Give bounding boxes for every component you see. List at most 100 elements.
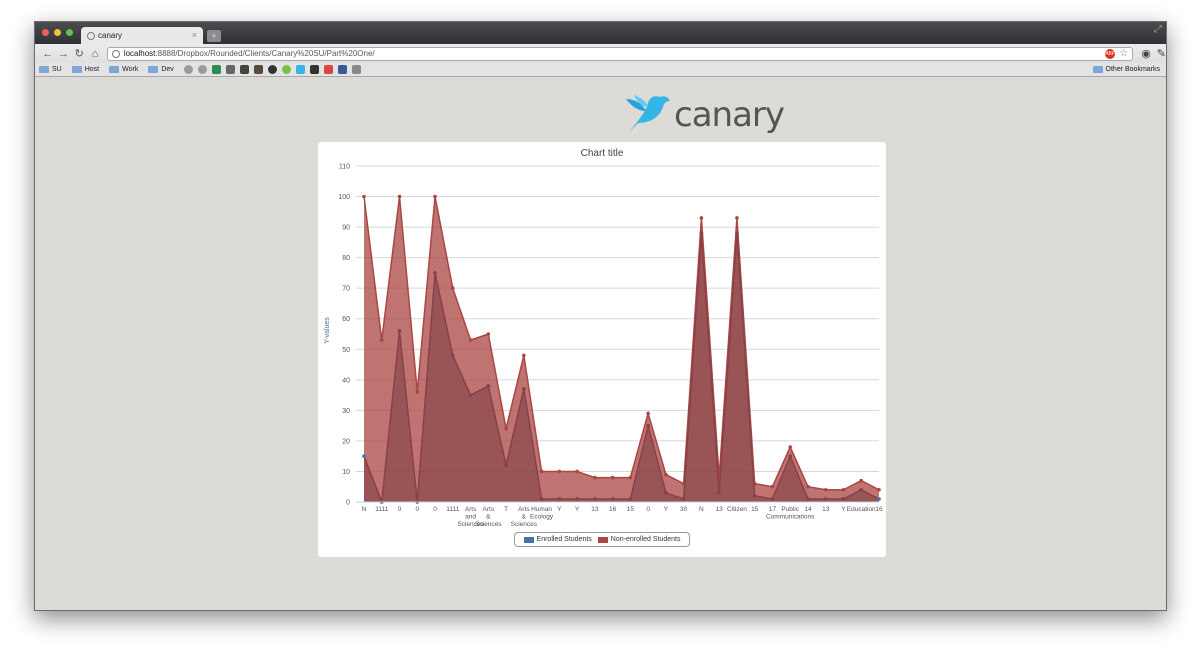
bookmark-site-icon[interactable] bbox=[267, 65, 277, 74]
x-tick-label: 0 bbox=[415, 506, 419, 513]
bookmark-site-icon[interactable] bbox=[225, 65, 235, 74]
bookmark-folder-su[interactable]: SU bbox=[39, 66, 62, 73]
x-tick-label: N bbox=[699, 506, 704, 513]
data-point bbox=[770, 497, 775, 501]
folder-icon bbox=[71, 66, 82, 73]
facebook-icon[interactable] bbox=[337, 65, 347, 74]
data-point bbox=[646, 423, 650, 428]
bookmark-site-icon[interactable] bbox=[309, 65, 319, 74]
legend-label: Non-enrolled Students bbox=[610, 536, 681, 543]
y-tick-label: 10 bbox=[342, 469, 350, 476]
data-point bbox=[628, 475, 633, 480]
series-line-non-enrolled bbox=[363, 196, 880, 491]
data-point bbox=[468, 338, 473, 342]
bookmark-globe-icon[interactable] bbox=[183, 65, 193, 74]
x-tick-label: 15 bbox=[751, 506, 759, 513]
data-point bbox=[770, 484, 775, 489]
x-tick-label: 0 bbox=[646, 506, 650, 513]
x-tick-label: T bbox=[504, 506, 508, 513]
legend-swatch bbox=[597, 536, 608, 543]
data-point bbox=[415, 390, 420, 394]
x-tick-label: 30 bbox=[680, 506, 688, 513]
address-bar[interactable]: localhost :8888/Dropbox/Rounded/Clients/… bbox=[106, 46, 1134, 61]
y-tick-label: 80 bbox=[342, 255, 350, 262]
data-point bbox=[557, 469, 562, 474]
data-point bbox=[735, 216, 739, 220]
x-tick-label: Arts & Sciences bbox=[511, 506, 538, 528]
bookmark-site-icon[interactable] bbox=[239, 65, 249, 74]
bookmark-site-icon[interactable] bbox=[351, 65, 361, 74]
legend-item-non-enrolled[interactable]: Non-enrolled Students bbox=[597, 536, 681, 543]
data-point bbox=[699, 216, 704, 220]
data-point bbox=[575, 469, 579, 474]
bookmark-site-icon[interactable] bbox=[281, 65, 291, 74]
gmail-icon[interactable] bbox=[323, 65, 333, 74]
bookmark-globe-icon[interactable] bbox=[197, 65, 207, 74]
home-icon[interactable]: ⌂ bbox=[91, 47, 99, 60]
y-tick-label: 90 bbox=[342, 225, 350, 232]
new-tab-button[interactable]: + bbox=[207, 30, 221, 42]
wrench-icon[interactable]: ✎ bbox=[1156, 48, 1167, 60]
data-point bbox=[788, 454, 793, 458]
legend-item-enrolled[interactable]: Enrolled Students bbox=[523, 536, 592, 543]
close-window-button[interactable] bbox=[42, 29, 49, 36]
tab-close-icon[interactable]: × bbox=[191, 30, 197, 40]
data-point bbox=[379, 338, 384, 342]
twitter-icon[interactable] bbox=[295, 65, 305, 74]
data-point bbox=[806, 484, 810, 489]
y-tick-label: 60 bbox=[342, 316, 350, 323]
other-bookmarks[interactable]: Other Bookmarks bbox=[1092, 66, 1160, 73]
y-tick-label: 20 bbox=[342, 438, 350, 445]
adblock-icon[interactable]: ABP bbox=[1105, 48, 1116, 59]
tab-favicon-icon bbox=[87, 31, 95, 40]
browser-tab[interactable]: canary × bbox=[81, 27, 203, 44]
data-point bbox=[362, 194, 366, 199]
y-tick-label: 110 bbox=[339, 164, 350, 171]
data-point bbox=[557, 497, 562, 501]
fullscreen-icon[interactable]: ⤢ bbox=[1154, 24, 1162, 35]
data-point bbox=[468, 393, 473, 397]
bookmark-site-icon[interactable] bbox=[253, 65, 263, 74]
chart-title: Chart title bbox=[580, 148, 624, 159]
bookmark-label: Dev bbox=[161, 66, 174, 73]
folder-icon bbox=[109, 66, 120, 73]
legend-swatch bbox=[523, 536, 534, 543]
x-tick-label: Arts and Sciences bbox=[457, 506, 484, 528]
data-point bbox=[450, 286, 455, 290]
bookmark-star-icon[interactable]: ☆ bbox=[1119, 47, 1129, 59]
canary-logo[interactable]: canary bbox=[626, 89, 796, 135]
bookmark-folder-dev[interactable]: Dev bbox=[148, 66, 174, 73]
bookmark-folder-work[interactable]: Work bbox=[109, 66, 138, 73]
extension-icon[interactable]: ◉ bbox=[1141, 48, 1151, 60]
x-tick-label: 0 bbox=[433, 506, 437, 513]
data-point bbox=[628, 497, 633, 501]
back-icon[interactable]: ← bbox=[42, 47, 54, 60]
bookmark-folder-host[interactable]: Host bbox=[71, 66, 99, 73]
page-info-icon[interactable] bbox=[111, 49, 120, 58]
data-point bbox=[397, 329, 402, 333]
folder-icon bbox=[148, 66, 159, 73]
data-point bbox=[859, 478, 864, 483]
y-tick-label: 40 bbox=[342, 377, 350, 384]
data-point bbox=[575, 497, 579, 501]
bookmark-site-icon[interactable] bbox=[211, 65, 221, 74]
data-point bbox=[699, 231, 704, 235]
minimize-window-button[interactable] bbox=[54, 29, 61, 36]
data-point bbox=[593, 497, 597, 501]
x-tick-label: 1111 bbox=[446, 506, 459, 513]
x-tick-label: 16 bbox=[875, 506, 883, 513]
data-point bbox=[664, 472, 668, 477]
bookmark-label: SU bbox=[52, 66, 62, 73]
x-tick-label: Public Communications bbox=[766, 506, 815, 521]
bookmarks-bar: SU Host Work Dev Other Bookmarks bbox=[35, 63, 1166, 77]
x-tick-label: Y bbox=[841, 506, 846, 513]
x-tick-label: Education bbox=[847, 506, 876, 513]
data-point bbox=[823, 487, 828, 492]
folder-icon bbox=[39, 66, 49, 73]
data-point bbox=[841, 487, 846, 492]
forward-icon[interactable]: → bbox=[58, 47, 70, 60]
reload-icon[interactable]: ↻ bbox=[74, 47, 84, 60]
x-tick-label: Human Ecology bbox=[530, 506, 554, 521]
y-tick-label: 0 bbox=[346, 500, 350, 507]
maximize-window-button[interactable] bbox=[66, 29, 73, 36]
